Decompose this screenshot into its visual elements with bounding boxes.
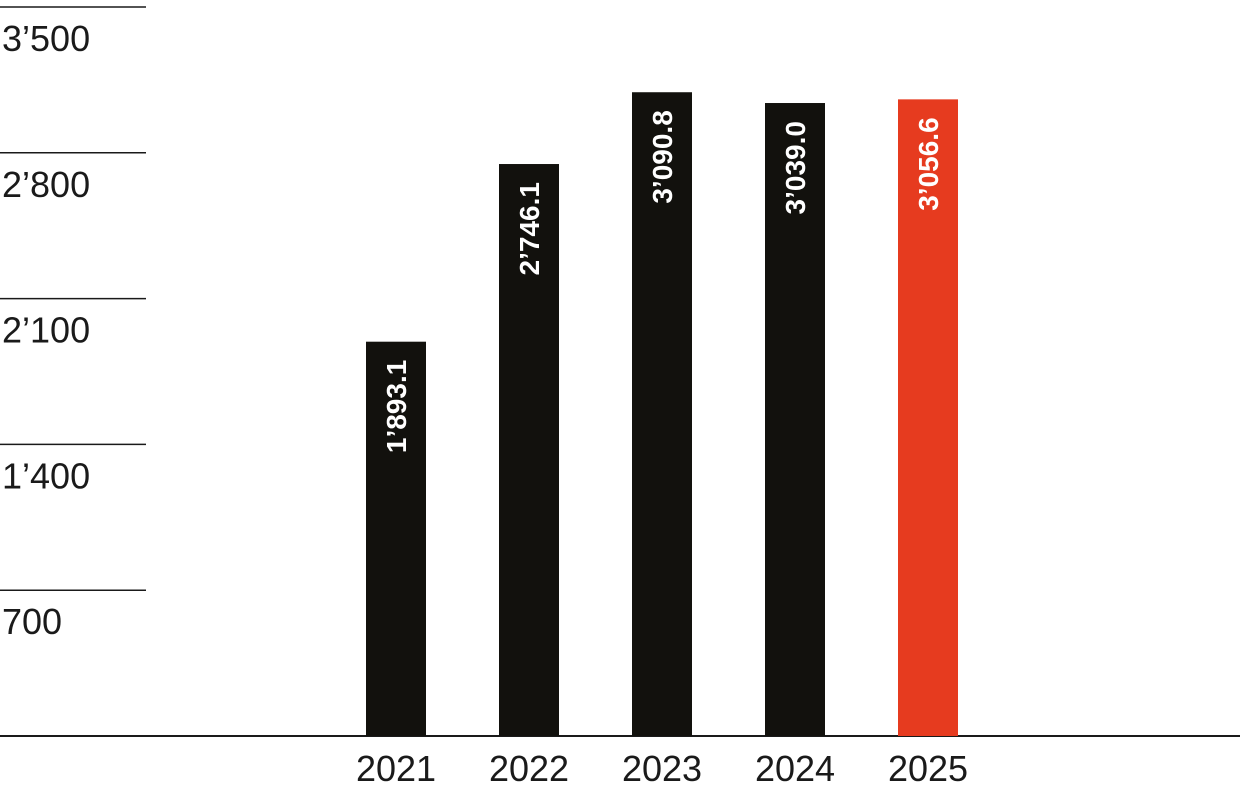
x-tick-label: 2025 — [888, 748, 968, 789]
bar-value-label: 3’056.6 — [913, 117, 944, 210]
y-tick-label: 3’500 — [2, 18, 90, 59]
y-tick-label: 700 — [2, 601, 62, 642]
bar-value-label: 1’893.1 — [381, 360, 412, 453]
x-tick-label: 2024 — [755, 748, 835, 789]
bar-2025 — [898, 99, 958, 737]
y-tick-label: 2’800 — [2, 164, 90, 205]
x-tick-label: 2023 — [622, 748, 702, 789]
y-tick-label: 2’100 — [2, 310, 90, 351]
bar-2024 — [765, 103, 825, 736]
x-tick-label: 2022 — [489, 748, 569, 789]
bar-value-label: 3’090.8 — [647, 110, 678, 203]
y-tick-label: 1’400 — [2, 455, 90, 496]
bar-2022 — [499, 164, 559, 736]
bar-2023 — [632, 92, 692, 736]
bar-value-label: 3’039.0 — [780, 121, 811, 214]
bar-2021 — [366, 341, 426, 736]
x-tick-label: 2021 — [356, 748, 436, 789]
bar-value-label: 2’746.1 — [514, 182, 545, 275]
